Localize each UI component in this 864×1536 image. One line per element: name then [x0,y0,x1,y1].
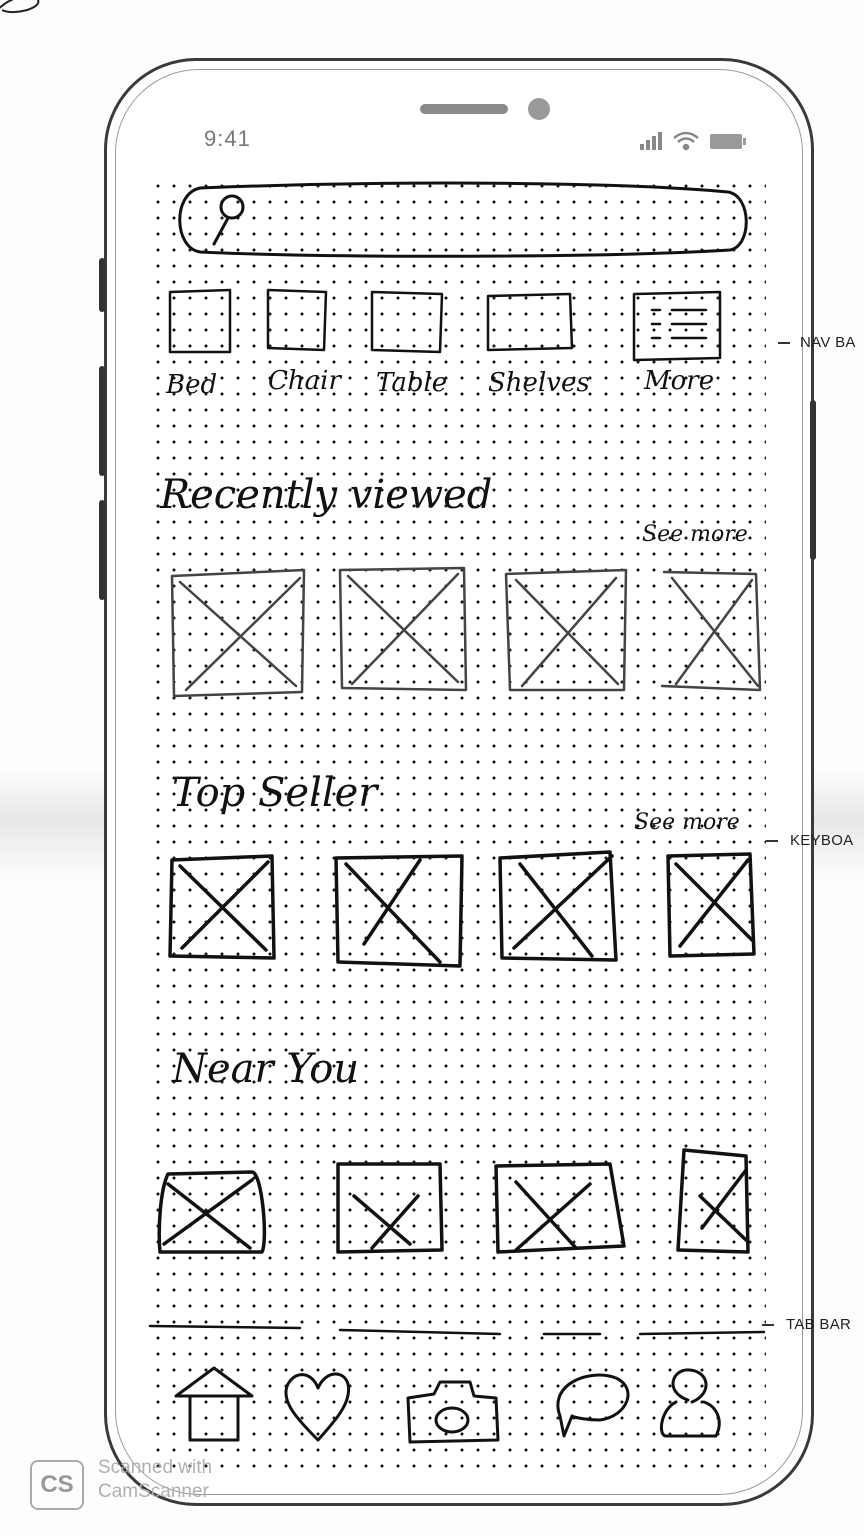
search-bar-hit[interactable] [176,184,748,258]
home-icon [174,1366,254,1442]
category-label-bed[interactable]: Bed [166,370,218,400]
recently-viewed-thumbnail [504,568,628,692]
phone-inner-bezel [115,69,803,1495]
chat-icon [556,1373,630,1438]
keyboard-annotation-dash [766,840,778,842]
category-icon-chair [266,288,328,352]
section-title-top-seller: Top Seller [172,770,378,816]
tab-bar-annotation: TAB BAR [786,1316,852,1333]
tab-bar-annotation-dash [762,1324,774,1326]
power-button [810,400,816,560]
earpiece-speaker [420,104,508,114]
category-icon-table [370,290,444,354]
near-you-thumbnail [336,1162,444,1254]
volume-button-bottom [99,500,105,600]
more-icon [632,290,722,362]
search-bar [178,181,748,258]
watermark-line-1: Scanned with [98,1457,213,1478]
category-icon-shelves [486,292,574,352]
top-seller-thumbnail [498,850,618,962]
tab-favorites[interactable] [278,1360,358,1450]
nav-bar-annotation: NAV BA [800,334,856,351]
near-you-thumbnail [157,1170,267,1254]
camscanner-watermark: CS Scanned with CamScanner [30,1454,270,1514]
category-label-chair[interactable]: Chair [268,366,341,396]
camscanner-logo: CS [30,1460,84,1510]
tab-bar-divider [148,1324,766,1336]
watermark-line-2: CamScanner [98,1481,209,1502]
top-seller-thumbnail [666,852,756,958]
top-seller-thumbnail [334,854,464,968]
front-camera [528,98,550,120]
status-time: 9:41 [204,126,251,151]
tab-profile[interactable] [656,1360,728,1444]
top-seller-see-more-link[interactable]: See more [634,810,740,835]
recently-viewed-thumbnail [170,568,306,698]
camscanner-text: Scanned with CamScanner [98,1456,212,1504]
nav-bar-annotation-dash [778,342,790,344]
top-seller-thumbnail [168,854,276,960]
battery-icon [710,134,746,149]
recently-viewed-thumbnail [660,570,762,692]
signal-icon [640,132,662,150]
volume-button-top [99,258,105,312]
profile-icon [659,1368,721,1438]
tab-messages[interactable] [546,1362,640,1446]
tab-home[interactable] [170,1360,260,1450]
section-title-near-you: Near You [172,1046,360,1092]
section-title-recently-viewed: Recently viewed [160,472,493,518]
wifi-icon [673,131,699,151]
category-icon-bed [168,288,232,354]
recently-viewed-thumbnail [338,566,468,692]
category-label-shelves[interactable]: Shelves [488,368,590,398]
near-you-thumbnail [676,1148,750,1254]
camera-icon [406,1380,500,1444]
keyboard-annotation: KEYBOA [790,832,854,849]
corner-scribble [0,0,40,14]
volume-button-middle [99,366,105,476]
recently-viewed-see-more-link[interactable]: See more [642,522,748,547]
search-icon [212,194,245,246]
status-icons [640,131,746,151]
dot-grid-paper [150,178,766,1478]
tab-camera[interactable] [400,1370,504,1450]
category-label-more[interactable]: More [644,366,715,396]
heart-icon [284,1372,351,1442]
near-you-thumbnail [494,1162,626,1254]
category-label-table[interactable]: Table [376,368,448,398]
